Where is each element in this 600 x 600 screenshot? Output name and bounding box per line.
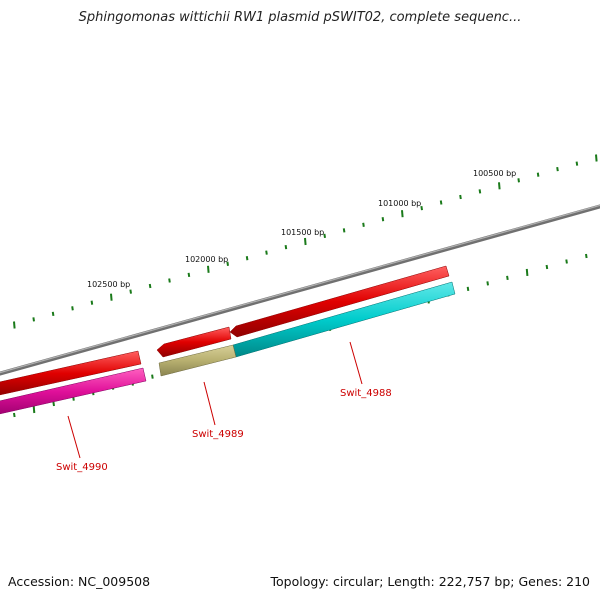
tick-mark — [90, 300, 94, 305]
gene-label-swit-4990[interactable]: Swit_4990 — [56, 462, 108, 473]
backbone-arc — [0, 204, 600, 376]
tick-mark — [439, 200, 443, 205]
tick-mark — [525, 268, 529, 276]
map-title: Sphingomonas wittichii RW1 plasmid pSWIT… — [78, 10, 522, 25]
scale-label: 101000 bp — [378, 199, 421, 208]
tick-mark — [129, 289, 132, 294]
tick-mark — [486, 281, 489, 286]
leader-line-swit-4990 — [67, 415, 81, 459]
tick-mark — [585, 253, 588, 259]
gene-label-swit-4988[interactable]: Swit_4988 — [340, 388, 392, 399]
gene-arrow-swit-4989[interactable] — [156, 326, 232, 358]
accession-label: Accession: NC_009508 — [8, 574, 151, 589]
tick-mark — [13, 412, 16, 418]
tick-mark — [575, 161, 579, 166]
backbone-arc-highlight — [0, 204, 600, 374]
tick-mark — [13, 321, 16, 329]
leader-line-swit-4988 — [349, 341, 363, 385]
tick-mark — [284, 244, 288, 250]
tick-mark — [466, 286, 470, 292]
tick-mark — [304, 237, 307, 246]
tick-mark — [595, 154, 598, 162]
tick-mark — [52, 401, 55, 407]
tick-mark — [478, 189, 482, 194]
gene-label-swit-4989[interactable]: Swit_4989 — [192, 429, 244, 440]
tick-mark — [226, 261, 229, 266]
tick-mark — [381, 217, 385, 222]
scale-label: 102000 bp — [185, 255, 228, 264]
tick-mark — [265, 250, 268, 255]
tick-mark — [32, 405, 36, 414]
tick-mark — [32, 317, 35, 322]
tick-mark — [565, 259, 568, 264]
tick-mark — [245, 256, 249, 261]
tick-mark — [110, 293, 113, 301]
tick-mark — [545, 264, 549, 270]
tick-mark — [459, 194, 462, 200]
scale-label: 102500 bp — [87, 280, 130, 289]
topology-stats: Topology: circular; Length: 222,757 bp; … — [270, 574, 591, 589]
tick-mark — [187, 272, 191, 278]
tick-mark — [498, 182, 501, 190]
tick-mark — [207, 265, 210, 273]
cog-bar-swit-4989 — [158, 344, 237, 377]
tick-mark — [556, 166, 559, 172]
cog-bar-swit-4990 — [0, 367, 147, 415]
tick-mark — [536, 172, 540, 177]
tick-mark — [517, 178, 520, 183]
leader-line-swit-4989 — [203, 381, 216, 426]
scale-label: 100500 bp — [473, 169, 516, 178]
tick-mark — [401, 210, 404, 218]
tick-mark — [51, 311, 55, 317]
tick-mark — [342, 228, 346, 233]
tick-mark — [151, 374, 154, 379]
outer-tick-row — [13, 154, 598, 329]
tick-mark — [362, 222, 365, 227]
tick-mark — [506, 275, 509, 281]
tick-mark — [71, 306, 74, 311]
tick-mark — [148, 283, 152, 289]
tick-mark — [323, 233, 326, 239]
scale-label: 101500 bp — [281, 228, 324, 237]
tick-mark — [168, 278, 171, 283]
tick-mark — [420, 205, 423, 211]
gene-arrow-swit-4988[interactable] — [229, 265, 450, 338]
gene-arrow-swit-4990[interactable] — [0, 350, 142, 396]
